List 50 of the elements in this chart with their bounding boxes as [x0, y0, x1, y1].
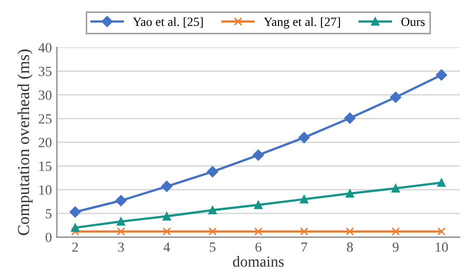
x-tick-label: 4: [164, 242, 170, 252]
point: [254, 200, 262, 210]
point: [346, 227, 354, 236]
point: [161, 180, 172, 192]
point: [300, 195, 308, 204]
y-axis-title: Computation overhead (ms): [17, 50, 33, 236]
point: [116, 227, 126, 236]
y-tick-label: 40: [38, 43, 52, 52]
point: [208, 206, 217, 214]
legend-label: Ours: [401, 18, 425, 26]
point: [71, 223, 80, 232]
point: [115, 195, 127, 206]
x-tick-label: 8: [346, 242, 353, 252]
x-tick-label: 7: [302, 242, 308, 252]
y-tick-label: 0: [46, 232, 52, 242]
x-tick-label: 5: [210, 242, 216, 252]
point: [254, 227, 262, 236]
y-tick-label: 10: [39, 185, 52, 195]
point: [252, 149, 264, 161]
point: [70, 206, 81, 218]
x-axis-title: domains: [232, 256, 284, 267]
y-tick-label: 25: [38, 114, 52, 124]
legend-label: Yao et al. [25]: [132, 17, 203, 28]
point: [437, 178, 446, 187]
x-tick-label: 9: [392, 242, 399, 252]
point: [208, 227, 217, 236]
point: [392, 227, 400, 236]
point: [392, 184, 400, 192]
point: [206, 166, 218, 178]
y-tick-label: 5: [46, 209, 52, 218]
x-tick-label: 6: [255, 242, 262, 252]
legend-label: Yang et al. [27]: [264, 17, 340, 29]
point: [300, 227, 308, 236]
point: [390, 92, 402, 103]
point: [71, 227, 80, 236]
y-tick-label: 30: [38, 90, 52, 100]
point: [116, 217, 126, 226]
x-tick-label: 3: [118, 242, 124, 252]
y-tick-label: 35: [38, 66, 52, 76]
x-tick-label: 2: [72, 242, 78, 252]
point: [436, 69, 448, 81]
y-tick-label: 20: [38, 138, 52, 148]
point: [162, 227, 171, 236]
point: [437, 227, 446, 236]
point: [344, 112, 356, 124]
x-tick-label: 10: [436, 242, 448, 252]
point: [298, 132, 310, 144]
y-tick-label: 15: [39, 162, 52, 171]
point: [346, 189, 354, 198]
point: [162, 212, 171, 220]
